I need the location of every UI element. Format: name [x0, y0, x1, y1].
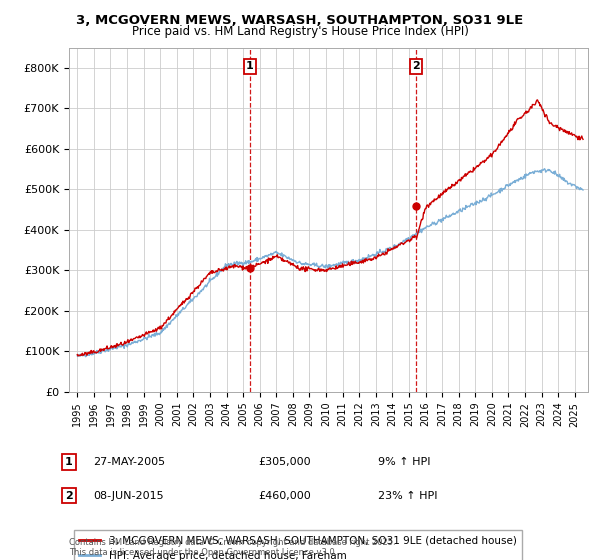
Text: 3, MCGOVERN MEWS, WARSASH, SOUTHAMPTON, SO31 9LE: 3, MCGOVERN MEWS, WARSASH, SOUTHAMPTON, … — [76, 14, 524, 27]
Text: 2: 2 — [413, 62, 420, 71]
Text: £460,000: £460,000 — [258, 491, 311, 501]
Text: £305,000: £305,000 — [258, 457, 311, 467]
Text: 23% ↑ HPI: 23% ↑ HPI — [378, 491, 437, 501]
Legend: 3, MCGOVERN MEWS, WARSASH, SOUTHAMPTON, SO31 9LE (detached house), HPI: Average : 3, MCGOVERN MEWS, WARSASH, SOUTHAMPTON, … — [74, 530, 521, 560]
Text: Price paid vs. HM Land Registry's House Price Index (HPI): Price paid vs. HM Land Registry's House … — [131, 25, 469, 38]
Text: 08-JUN-2015: 08-JUN-2015 — [93, 491, 164, 501]
Text: 2: 2 — [65, 491, 73, 501]
Text: Contains HM Land Registry data © Crown copyright and database right 2025.
This d: Contains HM Land Registry data © Crown c… — [69, 538, 395, 557]
Text: 1: 1 — [65, 457, 73, 467]
Text: 27-MAY-2005: 27-MAY-2005 — [93, 457, 165, 467]
Text: 9% ↑ HPI: 9% ↑ HPI — [378, 457, 431, 467]
Text: 1: 1 — [246, 62, 254, 71]
